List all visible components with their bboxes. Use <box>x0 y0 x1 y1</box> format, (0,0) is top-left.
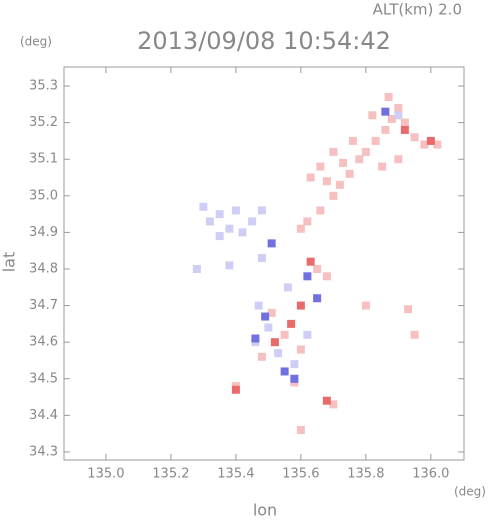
echo-point <box>322 177 331 186</box>
echo-point <box>264 323 273 332</box>
echo-point <box>296 425 305 434</box>
x-tick-label: 135.2 <box>152 467 189 482</box>
y-tick-label: 34.3 <box>29 444 58 459</box>
y-tick-label: 34.7 <box>29 298 58 313</box>
echo-point <box>394 103 403 112</box>
echo-point <box>313 264 322 273</box>
echo-point <box>257 352 266 361</box>
plot-frame <box>63 66 465 461</box>
echo-point <box>306 257 315 266</box>
echo-point <box>426 136 435 145</box>
echo-point <box>231 385 240 394</box>
echo-point <box>231 206 240 215</box>
echo-point <box>192 264 201 273</box>
echo-point <box>215 210 224 219</box>
echo-point <box>303 330 312 339</box>
y-tick-label: 35.2 <box>29 115 58 130</box>
echo-point <box>329 147 338 156</box>
echo-point <box>225 261 234 270</box>
echo-point <box>329 191 338 200</box>
chart-title: 2013/09/08 10:54:42 <box>137 27 391 55</box>
y-tick-label: 34.4 <box>29 408 58 423</box>
echo-point <box>225 224 234 233</box>
echo-point <box>345 169 354 178</box>
echo-point <box>296 345 305 354</box>
x-tick-label: 136.0 <box>412 467 449 482</box>
echo-point <box>306 173 315 182</box>
x-tick-label: 135.8 <box>347 467 384 482</box>
echo-point <box>410 133 419 142</box>
echo-point <box>303 217 312 226</box>
echo-point <box>316 206 325 215</box>
echo-point <box>248 217 257 226</box>
x-axis-label: lon <box>253 501 277 520</box>
echo-point <box>400 125 409 134</box>
echo-point <box>329 400 338 409</box>
echo-point <box>270 338 279 347</box>
echo-point <box>290 360 299 369</box>
echo-point <box>322 396 331 405</box>
echo-point <box>303 272 312 281</box>
echo-point <box>296 224 305 233</box>
echo-point <box>287 319 296 328</box>
y-axis-label: lat <box>0 252 19 273</box>
echo-point <box>404 305 413 314</box>
echo-point <box>394 111 403 120</box>
y-tick-label: 35.3 <box>29 79 58 94</box>
echo-point <box>394 155 403 164</box>
echo-point <box>251 334 260 343</box>
echo-point <box>381 125 390 134</box>
echo-point <box>254 301 263 310</box>
x-unit: (deg) <box>454 485 486 499</box>
echo-point <box>199 202 208 211</box>
echo-point <box>238 228 247 237</box>
echo-point <box>215 232 224 241</box>
echo-point <box>368 111 377 120</box>
y-tick-label: 35.0 <box>29 188 58 203</box>
x-tick-label: 135.4 <box>217 467 254 482</box>
echo-point <box>384 93 393 102</box>
echo-point <box>316 162 325 171</box>
echo-point <box>274 349 283 358</box>
y-tick-label: 34.6 <box>29 335 58 350</box>
y-unit: (deg) <box>20 35 52 49</box>
echo-point <box>257 206 266 215</box>
echo-point <box>371 136 380 145</box>
echo-point <box>283 283 292 292</box>
echo-point <box>280 367 289 376</box>
echo-point <box>348 136 357 145</box>
echo-point <box>322 272 331 281</box>
echo-point <box>290 374 299 383</box>
altitude-label: ALT(km) 2.0 <box>373 1 462 19</box>
y-tick-label: 34.8 <box>29 261 58 276</box>
y-tick-label: 34.9 <box>29 225 58 240</box>
x-tick-label: 135.0 <box>87 467 124 482</box>
echo-point <box>280 330 289 339</box>
y-tick-label: 34.5 <box>29 371 58 386</box>
echo-point <box>378 162 387 171</box>
echo-point <box>420 140 429 149</box>
echo-point <box>267 308 276 317</box>
echo-point <box>267 239 276 248</box>
echo-point <box>355 155 364 164</box>
y-tick-label: 35.1 <box>29 152 58 167</box>
echo-point <box>261 312 270 321</box>
echo-point <box>410 330 419 339</box>
echo-point <box>361 147 370 156</box>
echo-point <box>313 294 322 303</box>
echo-point <box>335 180 344 189</box>
x-tick-label: 135.6 <box>282 467 319 482</box>
echo-point <box>257 254 266 263</box>
echo-point <box>387 114 396 123</box>
echo-point <box>205 217 214 226</box>
echo-point <box>361 301 370 310</box>
echo-point <box>433 140 442 149</box>
echo-point <box>296 301 305 310</box>
echo-point <box>400 118 409 127</box>
echo-point <box>339 158 348 167</box>
echo-point <box>381 107 390 116</box>
